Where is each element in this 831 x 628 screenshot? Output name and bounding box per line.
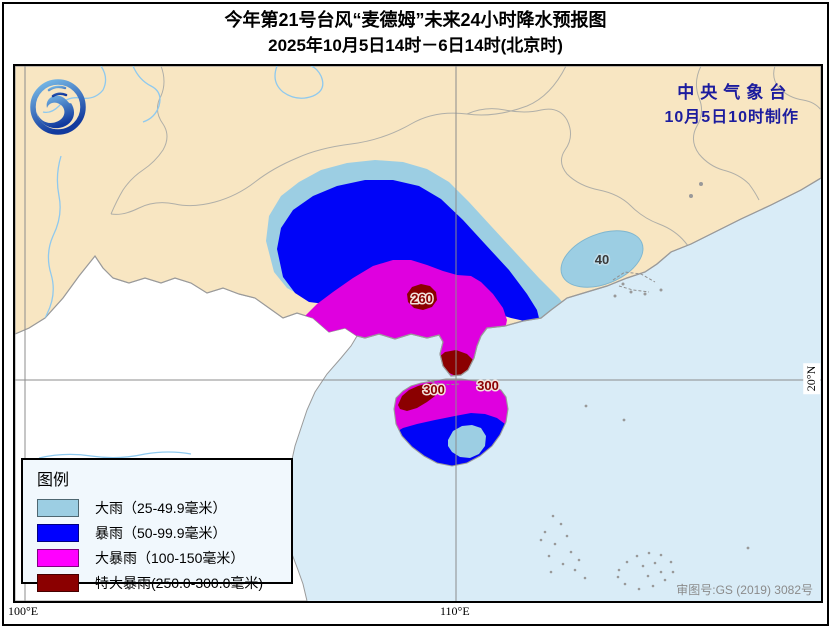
- legend-label: 特大暴雨(250.0-300.0毫米): [95, 574, 264, 591]
- contour-label-260: 260: [411, 291, 433, 306]
- legend-swatch-heavy-rainstorm: [37, 548, 79, 567]
- legend-swatch-extreme-rainstorm: [37, 573, 79, 592]
- cma-logo-icon: [30, 79, 86, 135]
- page-title: 今年第21号台风“麦德姆”未来24小时降水预报图: [224, 10, 607, 30]
- legend-swatch-rainstorm: [37, 523, 79, 542]
- rain-blob-260: [407, 284, 437, 310]
- hainan-coastline: [393, 378, 509, 467]
- legend-label: 大雨（25-49.9毫米）: [95, 499, 227, 516]
- inland-lines: [42, 66, 821, 335]
- dashed-boundaries: [426, 271, 656, 385]
- agency-name: 中央气象台: [677, 83, 793, 102]
- legend-row: 大暴雨（100-150毫米）: [37, 545, 291, 570]
- legend-label: 暴雨（50-99.9毫米）: [95, 524, 227, 541]
- province-borders: [110, 66, 821, 259]
- contour-label-300-east: 300: [477, 378, 499, 393]
- legend-label: 大暴雨（100-150毫米）: [95, 549, 245, 566]
- agency-issue-time: 10月5日10时制作: [664, 109, 799, 126]
- forecast-map: 260 300 300 40 中央气象台 10月5日10时制作 图例 大雨（25…: [13, 64, 823, 603]
- longitude-label-110e: 110°E: [440, 604, 470, 618]
- latitude-label-20n: 20°N: [802, 362, 820, 395]
- legend-box: 图例 大雨（25-49.9毫米） 暴雨（50-99.9毫米） 大暴雨（100-1…: [21, 458, 293, 592]
- agency-block: 中央气象台 10月5日10时制作: [665, 78, 800, 127]
- hainan-extreme: [398, 383, 439, 411]
- china-coastline: [356, 177, 821, 377]
- hainan-heavy: [448, 425, 486, 458]
- legend-row: 暴雨（50-99.9毫米）: [37, 520, 291, 545]
- island-dots: [539, 182, 750, 591]
- longitude-label-100e: 100°E: [8, 604, 39, 618]
- legend-row: 大雨（25-49.9毫米）: [37, 495, 291, 520]
- river-foreign: [38, 451, 192, 459]
- legend-swatch-heavy-rain: [37, 498, 79, 517]
- page-subtitle: 2025年10月5日14时－6日14时(北京时): [268, 36, 563, 55]
- contour-label-40: 40: [595, 252, 609, 267]
- legend-row: 特大暴雨(250.0-300.0毫米): [37, 570, 291, 595]
- map-license-number: 审图号:GS (2019) 3082号: [676, 583, 813, 597]
- contour-label-300-west: 300: [423, 382, 445, 397]
- legend-heading: 图例: [37, 472, 70, 489]
